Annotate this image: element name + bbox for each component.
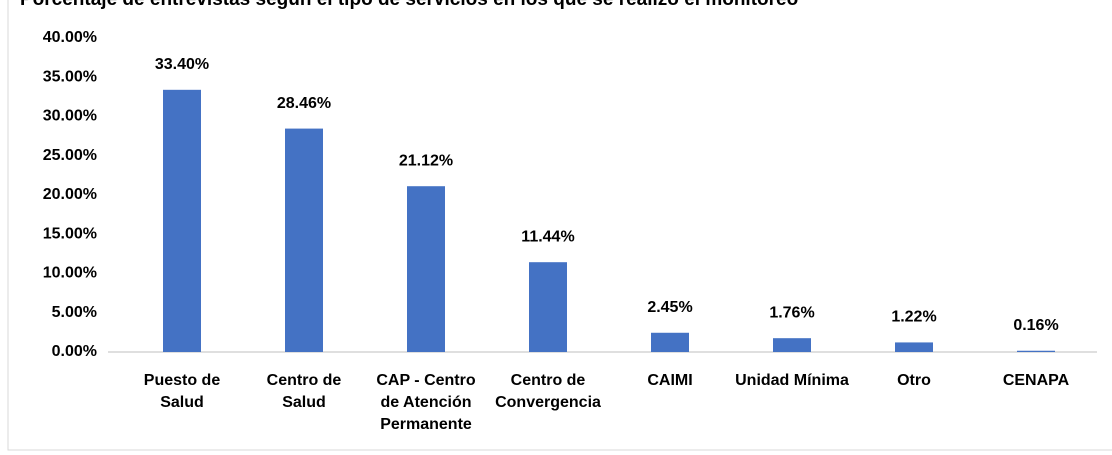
x-tick-label: Centro de Salud <box>266 372 342 411</box>
y-tick-label: 40.00% <box>43 29 97 46</box>
data-label: 2.45% <box>647 299 692 316</box>
chart-frame <box>7 0 1112 451</box>
x-tick-label: Puesto de Salud <box>143 372 221 411</box>
data-label: 21.12% <box>399 152 453 169</box>
y-tick-label: 10.00% <box>43 265 97 282</box>
bar <box>895 342 933 352</box>
data-label: 11.44% <box>521 228 574 245</box>
data-label: 0.16% <box>1013 317 1058 334</box>
y-tick-label: 30.00% <box>43 108 97 125</box>
y-tick-label: 5.00% <box>52 304 97 321</box>
x-tick-label: Centro de Convergencia <box>495 372 601 411</box>
y-tick-label: 35.00% <box>43 68 97 85</box>
bar <box>285 128 323 352</box>
y-tick-label: 20.00% <box>43 186 97 203</box>
bar <box>529 262 567 352</box>
y-tick-label: 15.00% <box>43 225 97 242</box>
data-label: 33.40% <box>155 56 209 73</box>
x-tick-label: Otro <box>897 372 931 389</box>
data-label: 1.22% <box>891 309 936 326</box>
x-tick-label: CENAPA <box>1002 372 1070 389</box>
data-label: 28.46% <box>277 95 331 112</box>
y-tick-label: 0.00% <box>52 343 97 360</box>
x-tick-label: CAP - Centro de Atención Permanente <box>376 372 476 433</box>
x-tick-label: Unidad Mínima <box>735 372 849 389</box>
bar <box>163 89 201 352</box>
bar <box>773 338 811 352</box>
bar <box>407 186 445 352</box>
chart-title: Porcentaje de entrevistas según el tipo … <box>20 0 798 10</box>
x-tick-label: CAIMI <box>647 372 693 389</box>
data-label: 1.76% <box>769 304 814 321</box>
bar <box>1017 350 1055 352</box>
bar <box>651 332 689 352</box>
y-tick-label: 25.00% <box>43 147 97 164</box>
